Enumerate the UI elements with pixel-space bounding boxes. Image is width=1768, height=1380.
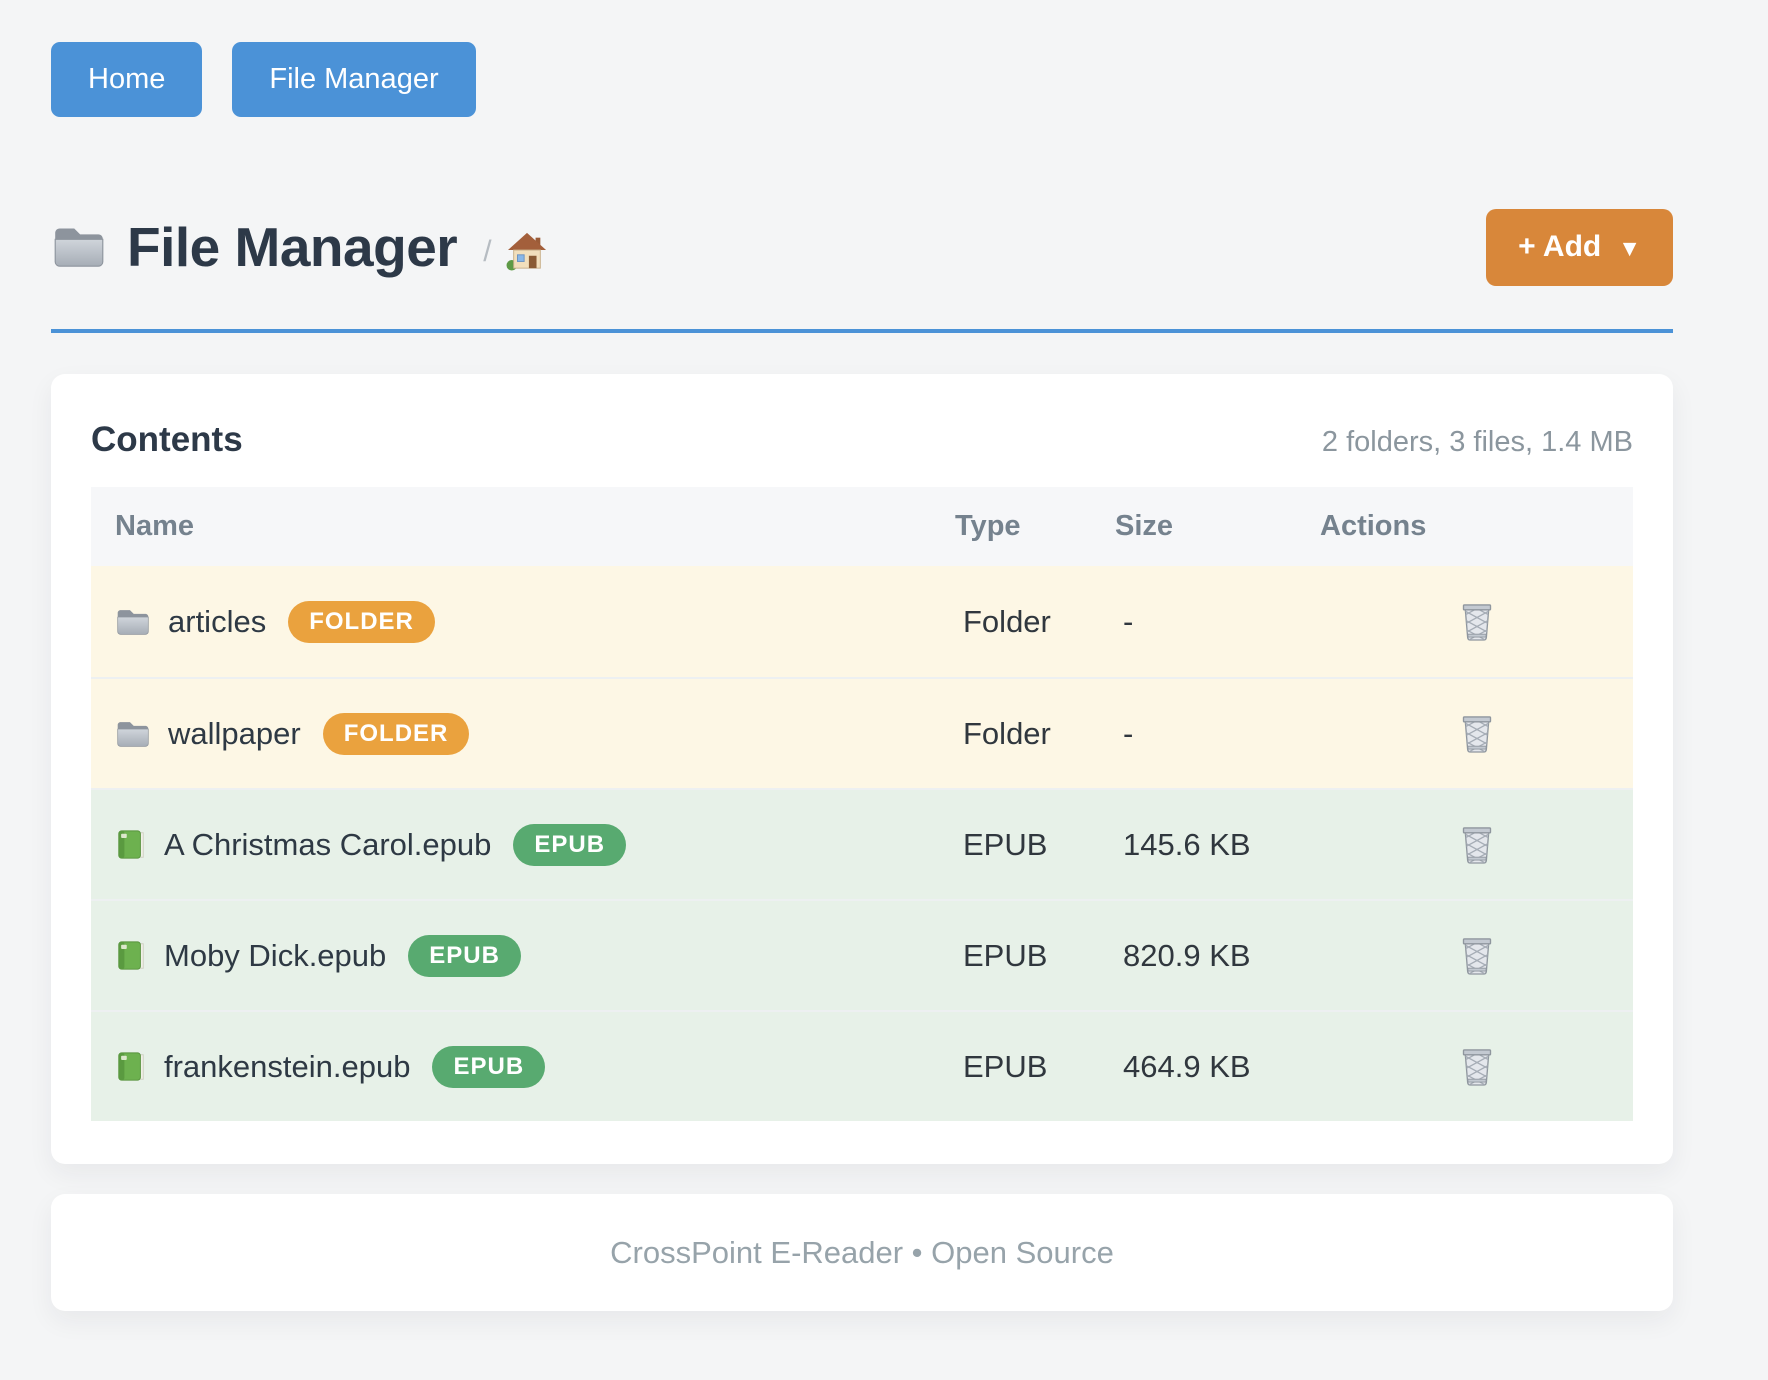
folder-icon [115,717,151,751]
size-cell: 464.9 KB [1123,1048,1251,1084]
type-badge: EPUB [432,1045,546,1088]
actions-cell [1320,1047,1633,1087]
type-cell: EPUB [963,826,1048,862]
add-button[interactable]: + Add ▼ [1486,208,1673,286]
contents-table: Name Type Size Actions articles FOLDER F… [91,487,1633,1121]
folder-icon [115,605,151,639]
delete-button[interactable] [1459,936,1495,976]
type-badge: EPUB [408,934,521,977]
column-header-name: Name [115,510,194,542]
table-row[interactable]: articles FOLDER Folder - [91,566,1633,677]
table-row[interactable]: Moby Dick.epub EPUB EPUB 820.9 KB [91,899,1633,1010]
delete-button[interactable] [1459,602,1495,642]
header-divider [51,329,1673,333]
type-badge: FOLDER [288,600,435,643]
name-cell: wallpaper FOLDER [91,712,955,755]
item-name: Moby Dick.epub [164,937,387,973]
page-header: File Manager / + Add ▼ [51,201,1673,293]
item-name: articles [168,603,267,639]
page-title: File Manager [127,216,458,278]
breadcrumb-separator: / [483,235,492,268]
name-cell: articles FOLDER [91,600,955,643]
page: Home File Manager File Manager / + Add ▼… [51,0,1673,1311]
name-cell: frankenstein.epub EPUB [91,1045,955,1088]
wastebasket-icon [1459,1047,1495,1087]
house-icon[interactable] [506,231,548,271]
item-name: wallpaper [168,715,301,751]
table-header-row: Name Type Size Actions [91,487,1633,566]
wastebasket-icon [1459,714,1495,754]
table-row[interactable]: frankenstein.epub EPUB EPUB 464.9 KB [91,1010,1633,1121]
contents-summary: 2 folders, 3 files, 1.4 MB [1321,426,1633,458]
footer-text: CrossPoint E-Reader • Open Source [610,1234,1114,1270]
table-row[interactable]: A Christmas Carol.epub EPUB EPUB 145.6 K… [91,788,1633,899]
breadcrumb: File Manager / [51,215,548,279]
type-cell: EPUB [963,937,1048,973]
type-badge: FOLDER [322,712,470,755]
column-header-size: Size [1115,510,1174,542]
delete-button[interactable] [1459,714,1495,754]
size-cell: 820.9 KB [1123,937,1251,973]
type-badge: EPUB [513,823,627,866]
wastebasket-icon [1459,936,1495,976]
contents-header: Contents 2 folders, 3 files, 1.4 MB [91,420,1633,460]
item-name: A Christmas Carol.epub [164,826,492,862]
contents-title: Contents [91,420,243,459]
contents-card: Contents 2 folders, 3 files, 1.4 MB Name… [51,374,1673,1164]
footer: CrossPoint E-Reader • Open Source [51,1194,1673,1311]
wastebasket-icon [1459,602,1495,642]
nav-file-manager-button[interactable]: File Manager [232,42,476,117]
nav-home-button[interactable]: Home [51,42,203,117]
size-cell: 145.6 KB [1123,826,1251,862]
chevron-down-icon: ▼ [1618,235,1641,261]
delete-button[interactable] [1459,1047,1495,1087]
column-header-actions: Actions [1320,510,1427,542]
size-cell: - [1123,715,1134,751]
actions-cell [1320,825,1633,865]
green-book-icon [115,938,147,974]
green-book-icon [115,1049,147,1085]
type-cell: Folder [963,715,1051,751]
name-cell: A Christmas Carol.epub EPUB [91,823,955,866]
table-row[interactable]: wallpaper FOLDER Folder - [91,677,1633,788]
type-cell: Folder [963,603,1051,639]
wastebasket-icon [1459,825,1495,865]
delete-button[interactable] [1459,825,1495,865]
name-cell: Moby Dick.epub EPUB [91,934,955,977]
item-name: frankenstein.epub [164,1048,411,1084]
folder-icon [51,223,107,271]
actions-cell [1320,714,1633,754]
type-cell: EPUB [963,1048,1048,1084]
add-button-label: + Add [1518,230,1602,263]
actions-cell [1320,602,1633,642]
size-cell: - [1123,603,1134,639]
actions-cell [1320,936,1633,976]
column-header-type: Type [955,510,1021,542]
green-book-icon [115,827,147,863]
top-nav: Home File Manager [51,0,1673,117]
